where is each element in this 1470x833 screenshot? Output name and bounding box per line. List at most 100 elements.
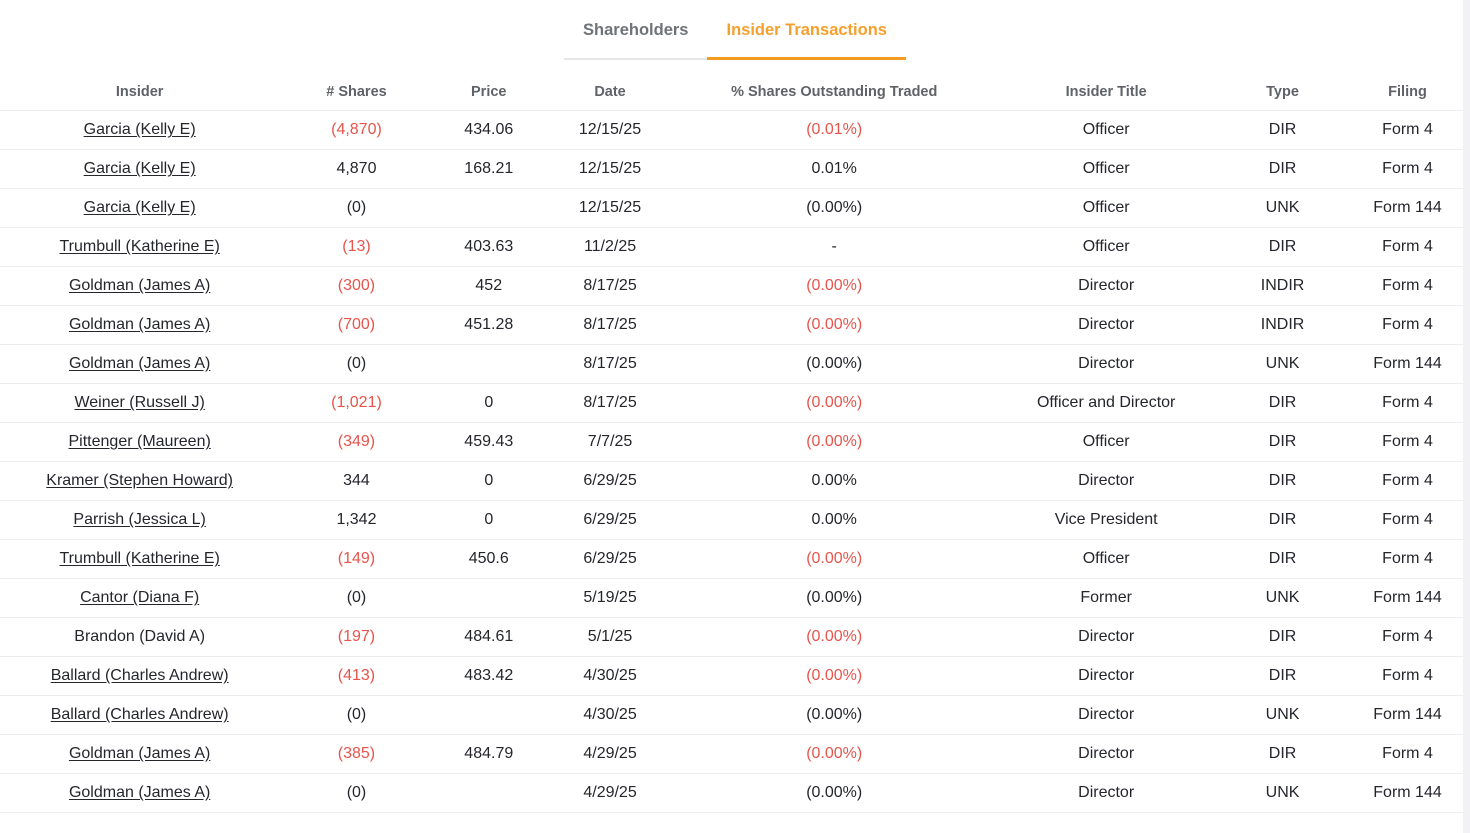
type-cell: DIR <box>1220 383 1346 423</box>
price-cell: 484.79 <box>433 734 544 774</box>
price-cell <box>433 578 544 618</box>
shares-cell: (0) <box>279 773 434 813</box>
date-cell: 8/17/25 <box>543 344 677 384</box>
insider-cell: Trumbull (Katherine E) <box>0 539 280 579</box>
price-cell <box>433 188 544 228</box>
pct-outstanding-cell: (0.00%) <box>676 578 993 618</box>
pct-outstanding-cell: 0.00% <box>676 500 993 540</box>
insider-cell: Goldman (James A) <box>0 773 280 813</box>
filing-cell: Form 144 <box>1345 578 1470 618</box>
table-row: Weiner (Russell J) (1,021) 0 8/17/25 (0.00%)… <box>0 383 1470 423</box>
type-cell: INDIR <box>1220 266 1346 306</box>
insider-cell: Goldman (James A) <box>0 344 280 384</box>
insider-title-cell: Officer and Director <box>992 383 1221 423</box>
table-row: Cantor (Diana F) (0) 5/19/25 (0.00%) Former U… <box>0 578 1470 618</box>
filing-cell: Form 144 <box>1345 344 1470 384</box>
type-cell: DIR <box>1220 110 1346 150</box>
filing-cell: Form 4 <box>1345 383 1470 423</box>
insider-link[interactable]: Weiner (Russell J) <box>74 394 205 411</box>
date-cell: 12/15/25 <box>543 149 677 189</box>
table-row: Goldman (James A) (300) 452 8/17/25 (0.00%) D… <box>0 266 1470 306</box>
insider-link[interactable]: Parrish (Jessica L) <box>73 511 206 528</box>
price-cell: 452 <box>433 266 544 306</box>
shares-cell: (413) <box>279 656 434 696</box>
table-row: Goldman (James A) (385) 484.79 4/29/25 (0.00… <box>0 734 1470 774</box>
insider-link[interactable]: Pittenger (Maureen) <box>68 433 211 450</box>
insider-title-cell: Officer <box>992 227 1221 267</box>
type-cell: INDIR <box>1220 305 1346 345</box>
tab-insider-transactions[interactable]: Insider Transactions <box>707 0 907 60</box>
filing-cell: Form 4 <box>1345 734 1470 774</box>
date-cell: 8/17/25 <box>543 383 677 423</box>
insider-link[interactable]: Goldman (James A) <box>68 355 211 372</box>
shares-cell: (0) <box>279 188 434 228</box>
insider-cell: Brandon (David A) <box>0 617 280 657</box>
shares-cell: 344 <box>279 461 434 501</box>
insider-link[interactable]: Garcia (Kelly E) <box>83 199 196 216</box>
type-cell: DIR <box>1220 539 1346 579</box>
date-cell: 12/15/25 <box>543 188 677 228</box>
type-cell: UNK <box>1220 344 1346 384</box>
insider-cell: Kramer (Stephen Howard) <box>0 461 280 501</box>
insider-title-cell: Officer <box>992 149 1221 189</box>
type-cell: DIR <box>1220 617 1346 657</box>
filing-cell: Form 4 <box>1345 110 1470 150</box>
insider-title-cell: Director <box>992 773 1221 813</box>
insider-link[interactable]: Garcia (Kelly E) <box>83 121 196 138</box>
price-cell: 450.6 <box>433 539 544 579</box>
table-row: Goldman (James A) (0) 8/17/25 (0.00%) Direct… <box>0 344 1470 384</box>
date-cell: 4/29/25 <box>543 773 677 813</box>
insider-title-cell: Director <box>992 461 1221 501</box>
shares-cell: (700) <box>279 305 434 345</box>
date-cell: 8/17/25 <box>543 266 677 306</box>
shares-cell: (1,021) <box>279 383 434 423</box>
filing-cell: Form 4 <box>1345 461 1470 501</box>
filing-cell: Form 144 <box>1345 773 1470 813</box>
insider-link[interactable]: Garcia (Kelly E) <box>83 160 196 177</box>
insider-cell: Garcia (Kelly E) <box>0 110 280 150</box>
table-row: Kramer (Stephen Howard) 344 0 6/29/25 0.00% D… <box>0 461 1470 501</box>
shares-cell: (0) <box>279 578 434 618</box>
price-cell: 451.28 <box>433 305 544 345</box>
pct-outstanding-cell: (0.00%) <box>676 422 993 462</box>
filing-cell: Form 144 <box>1345 188 1470 228</box>
vertical-scrollbar[interactable] <box>1463 0 1470 833</box>
table-row: Ballard (Charles Andrew) (0) 4/30/25 (0.00%… <box>0 695 1470 735</box>
tab-shareholders[interactable]: Shareholders <box>564 0 708 60</box>
insider-link[interactable]: Ballard (Charles Andrew) <box>50 667 229 684</box>
insider-link[interactable]: Cantor (Diana F) <box>80 589 200 606</box>
pct-outstanding-cell: (0.00%) <box>676 734 993 774</box>
insider-link[interactable]: Goldman (James A) <box>68 784 211 801</box>
type-cell: UNK <box>1220 188 1346 228</box>
price-cell <box>433 344 544 384</box>
shares-cell: (0) <box>279 695 434 735</box>
insider-title-cell: Officer <box>992 539 1221 579</box>
price-cell: 0 <box>433 383 544 423</box>
insider-link[interactable]: Trumbull (Katherine E) <box>59 550 220 567</box>
column-header-insider-title: Insider Title <box>992 60 1221 111</box>
type-cell: DIR <box>1220 461 1346 501</box>
price-cell: 0 <box>433 461 544 501</box>
filing-cell: Form 4 <box>1345 617 1470 657</box>
type-cell: DIR <box>1220 227 1346 267</box>
insider-link[interactable]: Goldman (James A) <box>68 316 211 333</box>
pct-outstanding-cell: (0.00%) <box>676 617 993 657</box>
price-cell: 483.42 <box>433 656 544 696</box>
pct-outstanding-cell: (0.00%) <box>676 344 993 384</box>
pct-outstanding-cell: - <box>676 227 993 267</box>
insider-link[interactable]: Goldman (James A) <box>68 277 211 294</box>
insider-link[interactable]: Ballard (Charles Andrew) <box>50 706 229 723</box>
insider-cell: Parrish (Jessica L) <box>0 500 280 540</box>
type-cell: DIR <box>1220 734 1346 774</box>
insider-title-cell: Director <box>992 266 1221 306</box>
insider-link[interactable]: Kramer (Stephen Howard) <box>46 472 234 489</box>
filing-cell: Form 144 <box>1345 695 1470 735</box>
insider-link[interactable]: Trumbull (Katherine E) <box>59 238 220 255</box>
date-cell: 4/30/25 <box>543 656 677 696</box>
insider-title-cell: Former <box>992 578 1221 618</box>
insider-cell: Pittenger (Maureen) <box>0 422 280 462</box>
price-cell: 403.63 <box>433 227 544 267</box>
insider-title-cell: Officer <box>992 110 1221 150</box>
shares-cell: (385) <box>279 734 434 774</box>
insider-link[interactable]: Goldman (James A) <box>68 745 211 762</box>
